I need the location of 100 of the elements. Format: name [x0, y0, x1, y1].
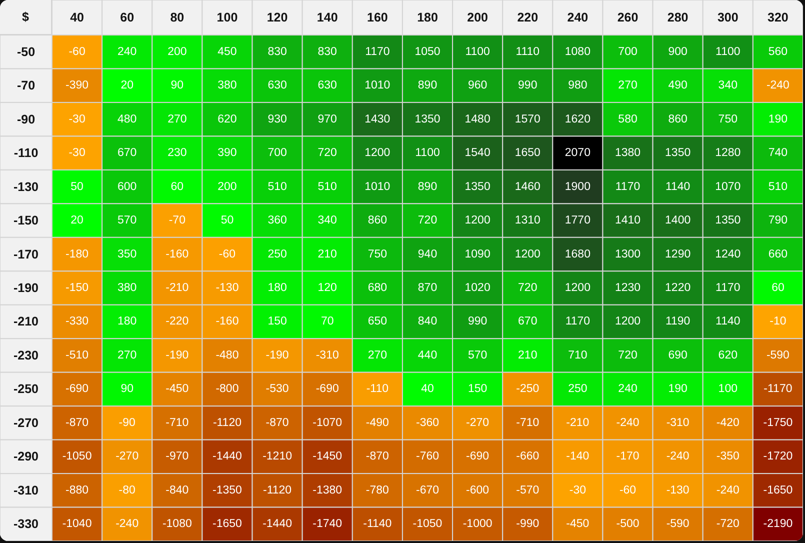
- data-label: -190: [166, 349, 189, 362]
- data-label: 1020: [464, 282, 490, 294]
- x-tick-label: 60: [120, 10, 134, 24]
- data-label: 380: [118, 282, 137, 294]
- data-label: -270: [466, 416, 490, 429]
- data-label: -970: [166, 450, 189, 463]
- data-label: -1050: [62, 450, 92, 463]
- data-label: 1570: [514, 113, 540, 126]
- data-label: 50: [70, 180, 84, 193]
- data-label: 890: [418, 80, 438, 92]
- data-label: 20: [70, 214, 84, 227]
- x-tick-label: 80: [170, 10, 184, 24]
- data-label: -130: [666, 484, 690, 496]
- data-label: -1050: [412, 518, 442, 530]
- data-label: -2190: [763, 518, 793, 530]
- data-label: -1170: [764, 383, 792, 396]
- data-label: -720: [716, 518, 740, 530]
- data-label: -1720: [763, 450, 793, 463]
- data-label: -490: [366, 416, 389, 429]
- data-label: -240: [766, 80, 790, 92]
- y-tick-label: -330: [13, 517, 39, 532]
- data-label: 1680: [564, 248, 590, 260]
- x-tick-label: 220: [517, 10, 538, 24]
- data-label: -390: [66, 80, 89, 92]
- data-label: -1120: [263, 484, 292, 496]
- data-label: 230: [168, 147, 187, 160]
- data-label: 1080: [564, 46, 590, 58]
- data-label: 690: [668, 349, 688, 362]
- data-label: -240: [116, 518, 139, 530]
- data-label: 1240: [715, 248, 741, 260]
- data-label: 1200: [564, 282, 590, 294]
- data-label: 1620: [564, 113, 590, 126]
- data-label: -1380: [312, 484, 342, 496]
- data-label: 360: [268, 214, 287, 227]
- data-label: 1010: [364, 180, 390, 193]
- data-label: -690: [316, 383, 339, 396]
- x-tick-label: 200: [467, 10, 488, 24]
- x-tick-label: 100: [216, 10, 238, 24]
- data-label: 670: [118, 147, 137, 160]
- data-label: 480: [118, 113, 137, 126]
- data-label: 960: [468, 80, 488, 92]
- data-label: 1200: [464, 214, 490, 227]
- data-label: -1650: [763, 484, 793, 496]
- data-label: 1900: [564, 180, 590, 193]
- data-label: -60: [68, 46, 86, 58]
- data-label: 1290: [665, 248, 691, 260]
- y-tick-label: -90: [16, 112, 36, 126]
- data-label: -1440: [212, 450, 242, 463]
- data-label: 1170: [565, 316, 590, 328]
- data-label: -500: [616, 518, 640, 530]
- data-label: -360: [416, 416, 440, 429]
- data-label: 1050: [414, 46, 440, 58]
- data-label: -140: [566, 450, 590, 463]
- data-label: 340: [318, 214, 337, 227]
- data-label: 830: [268, 46, 287, 58]
- data-label: -1350: [212, 484, 242, 496]
- data-label: 150: [268, 316, 287, 328]
- data-label: -310: [666, 416, 690, 429]
- data-label: 750: [368, 248, 388, 260]
- data-label: 570: [468, 349, 488, 362]
- y-tick-label: -150: [13, 214, 39, 228]
- data-label: -710: [166, 416, 189, 429]
- data-label: 1010: [364, 80, 390, 92]
- x-tick-label: 240: [567, 10, 588, 24]
- data-label: 720: [318, 147, 337, 160]
- data-label: 1200: [514, 248, 540, 260]
- x-tick-label: 260: [617, 10, 638, 24]
- data-label: -90: [118, 416, 136, 429]
- data-label: 1200: [364, 147, 390, 160]
- data-label: -270: [116, 450, 139, 463]
- data-label: -1140: [363, 518, 392, 530]
- data-label: 940: [418, 248, 438, 260]
- data-label: 860: [368, 214, 388, 227]
- data-label: 720: [618, 349, 638, 362]
- data-label: 900: [668, 46, 688, 58]
- data-label: -190: [266, 349, 289, 362]
- data-label: 2070: [564, 147, 590, 160]
- data-label: 1200: [614, 316, 641, 328]
- data-label: -800: [216, 383, 239, 396]
- data-label: 350: [118, 248, 137, 260]
- y-tick-label: -50: [16, 44, 36, 59]
- data-label: -130: [216, 282, 239, 294]
- x-tick-label: 300: [717, 10, 738, 24]
- data-label: 700: [268, 147, 287, 160]
- data-label: -760: [416, 450, 440, 463]
- y-tick-label: -310: [13, 483, 39, 498]
- x-tick-label: 160: [367, 10, 388, 24]
- data-label: -780: [366, 484, 389, 496]
- data-label: -1440: [262, 518, 292, 530]
- data-label: 50: [220, 214, 234, 227]
- data-label: 620: [218, 113, 237, 126]
- data-label: 650: [368, 316, 388, 328]
- data-label: 1650: [514, 147, 540, 160]
- data-label: -60: [619, 484, 636, 496]
- data-label: 1300: [614, 248, 641, 260]
- text: $: [22, 10, 29, 24]
- x-tick-label: 280: [667, 10, 688, 24]
- data-label: -1040: [62, 518, 92, 530]
- data-label: 240: [118, 46, 137, 58]
- data-label: 120: [318, 282, 337, 294]
